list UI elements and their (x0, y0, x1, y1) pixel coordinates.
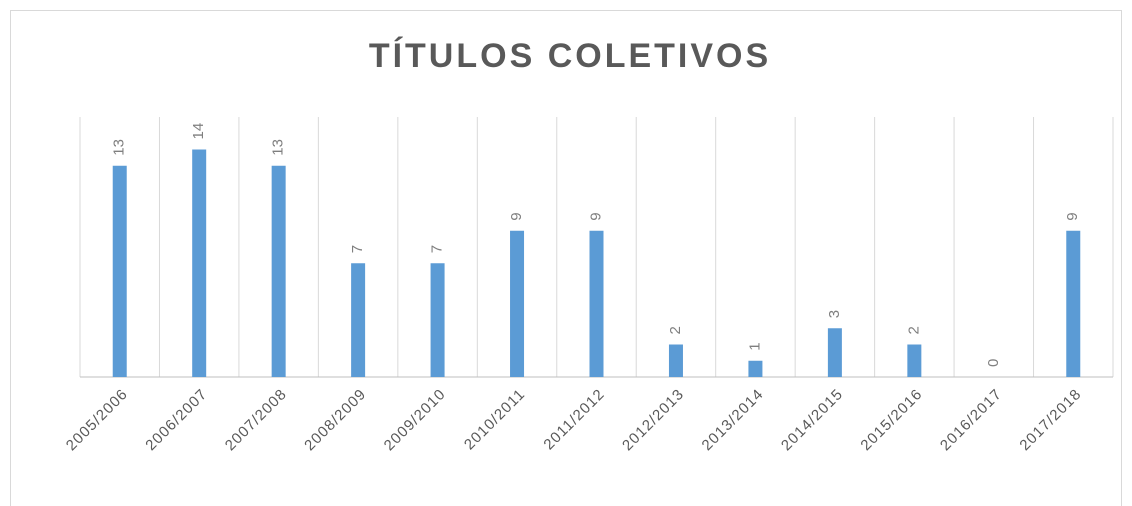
data-label: 7 (349, 245, 366, 253)
data-label: 9 (508, 212, 525, 220)
data-label: 14 (190, 123, 207, 140)
data-label: 1 (746, 342, 763, 350)
data-label: 2 (667, 326, 684, 334)
bar (192, 149, 207, 377)
data-label: 2 (905, 326, 922, 334)
bar (112, 165, 127, 377)
bar (748, 360, 763, 377)
data-label: 9 (1064, 212, 1081, 220)
bar (430, 263, 445, 377)
bar (1066, 230, 1081, 377)
data-label: 13 (270, 139, 287, 156)
data-label: 0 (985, 359, 1002, 367)
bar (668, 344, 683, 377)
bar (827, 328, 842, 377)
chart-title: TÍTULOS COLETIVOS (369, 37, 771, 75)
bar (510, 230, 525, 377)
data-label: 13 (111, 139, 128, 156)
data-label: 7 (429, 245, 446, 253)
bar (271, 165, 286, 377)
data-label: 3 (826, 310, 843, 318)
data-label: 9 (587, 212, 604, 220)
bar (351, 263, 366, 377)
bar (907, 344, 922, 377)
bar (589, 230, 604, 377)
